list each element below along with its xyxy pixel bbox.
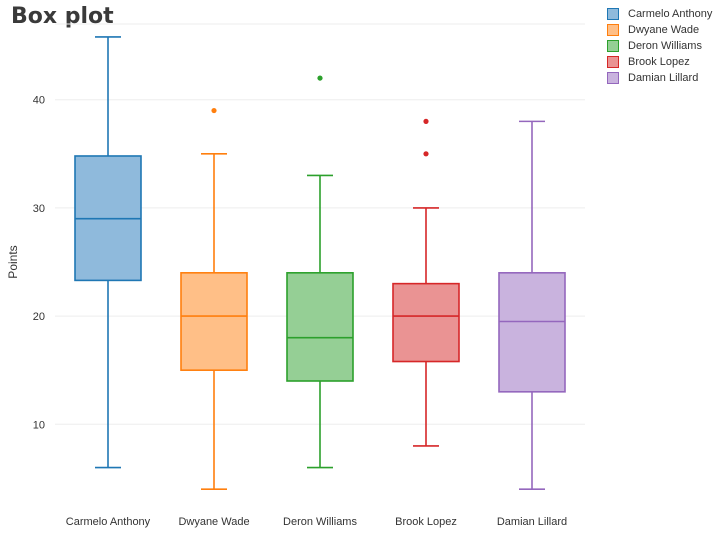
legend-label: Carmelo Anthony [628, 8, 713, 20]
x-tick-label: Carmelo Anthony [66, 516, 151, 528]
outlier-point [211, 107, 217, 114]
outlier-point [317, 75, 323, 81]
box-dwyane-wade [180, 107, 248, 490]
box-deron-williams [286, 75, 354, 469]
legend-item[interactable]: Carmelo Anthony [607, 6, 712, 22]
y-tick-label: 10 [33, 419, 45, 431]
legend-swatch [607, 56, 619, 68]
legend-label: Dwyane Wade [628, 24, 700, 36]
iqr-box [180, 272, 248, 371]
legend-item[interactable]: Dwyane Wade [607, 22, 712, 38]
legend-swatch [607, 40, 619, 52]
legend-label: Damian Lillard [628, 72, 699, 84]
legend-swatch [607, 72, 619, 84]
legend: Carmelo Anthony Dwyane Wade Deron Williams… [607, 6, 712, 86]
x-tick-label: Damian Lillard [497, 516, 567, 528]
y-tick-label: 30 [33, 203, 45, 215]
outlier-point [423, 118, 429, 124]
box-plot: 10 20 30 40 Points Carmelo Anthony Dwyane Wade… [6, 23, 585, 528]
iqr-box [286, 272, 354, 382]
y-tick-label: 40 [33, 95, 45, 107]
chart-title: Box plot [11, 4, 114, 29]
y-tick-label: 20 [33, 311, 45, 323]
legend-swatch [607, 24, 619, 36]
legend-item[interactable]: Damian Lillard [607, 70, 712, 86]
box-damian-lillard [498, 120, 566, 490]
iqr-box [498, 272, 566, 393]
outlier-point [423, 151, 429, 157]
x-tick-label: Brook Lopez [395, 516, 457, 528]
x-tick-label: Dwyane Wade [178, 516, 249, 528]
legend-item[interactable]: Brook Lopez [607, 54, 712, 70]
legend-label: Deron Williams [628, 40, 702, 52]
box-brook-lopez [392, 118, 460, 447]
legend-swatch [607, 8, 619, 20]
legend-item[interactable]: Deron Williams [607, 38, 712, 54]
legend-label: Brook Lopez [628, 56, 690, 68]
iqr-box [392, 282, 460, 363]
x-tick-label: Deron Williams [283, 516, 357, 528]
y-axis-title: Points [6, 245, 20, 278]
box-carmelo-anthony [74, 36, 142, 469]
